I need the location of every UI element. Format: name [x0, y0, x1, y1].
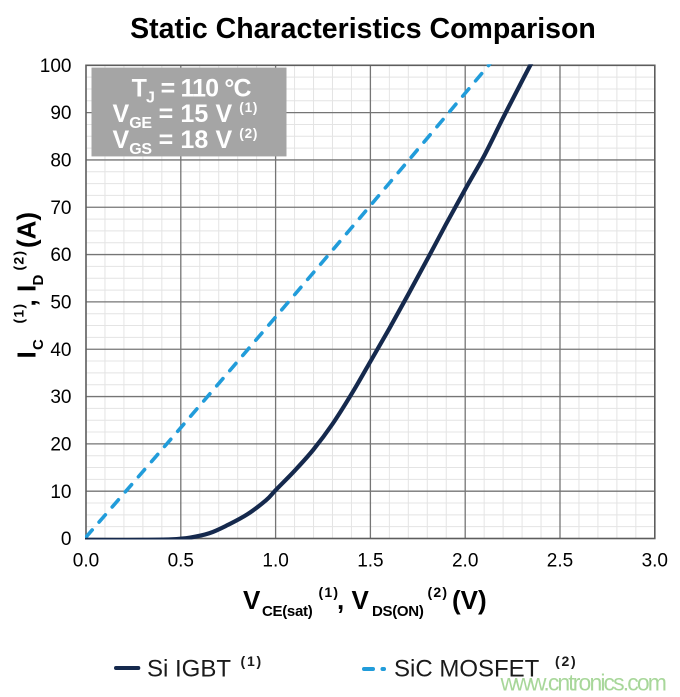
svg-text:(1): (1): [319, 584, 340, 600]
svg-text:(1): (1): [241, 653, 264, 669]
svg-text:(2): (2): [428, 584, 449, 600]
svg-text:0: 0: [61, 529, 72, 550]
svg-text:60: 60: [50, 245, 71, 266]
svg-text:90: 90: [50, 103, 71, 124]
svg-text:D: D: [30, 275, 47, 286]
svg-text:, V: , V: [337, 585, 369, 615]
svg-text:1.0: 1.0: [262, 551, 288, 572]
svg-text:DS(ON): DS(ON): [372, 603, 424, 620]
svg-text:3.0: 3.0: [642, 551, 668, 572]
svg-text:30: 30: [50, 387, 71, 408]
svg-text:V: V: [243, 585, 261, 615]
svg-text:, I: , I: [12, 285, 42, 307]
svg-text:(V): (V): [452, 585, 487, 615]
svg-text:1.5: 1.5: [357, 551, 383, 572]
svg-text:10: 10: [50, 482, 71, 503]
svg-text:SiC MOSFET: SiC MOSFET: [394, 655, 540, 682]
svg-text:100: 100: [40, 56, 72, 77]
svg-text:20: 20: [50, 435, 71, 456]
svg-text:50: 50: [50, 293, 71, 314]
svg-text:www.cntronics.com: www.cntronics.com: [499, 670, 665, 696]
svg-text:(1): (1): [11, 303, 27, 324]
svg-text:TJ = 110 °C: TJ = 110 °C: [132, 74, 252, 106]
svg-text:(A): (A): [12, 212, 42, 248]
svg-text:0.5: 0.5: [168, 551, 194, 572]
svg-text:40: 40: [50, 340, 71, 361]
svg-text:(2): (2): [11, 250, 27, 271]
svg-text:2.5: 2.5: [547, 551, 573, 572]
svg-text:0.0: 0.0: [73, 551, 99, 572]
svg-text:Si IGBT: Si IGBT: [147, 655, 231, 682]
svg-text:I: I: [12, 351, 42, 358]
svg-text:2.0: 2.0: [452, 551, 478, 572]
svg-text:(2): (2): [555, 653, 578, 669]
svg-text:CE(sat): CE(sat): [262, 603, 313, 620]
svg-text:C: C: [30, 339, 47, 350]
svg-text:70: 70: [50, 198, 71, 219]
svg-text:80: 80: [50, 151, 71, 172]
svg-text:Static Characteristics Compari: Static Characteristics Comparison: [130, 13, 596, 45]
